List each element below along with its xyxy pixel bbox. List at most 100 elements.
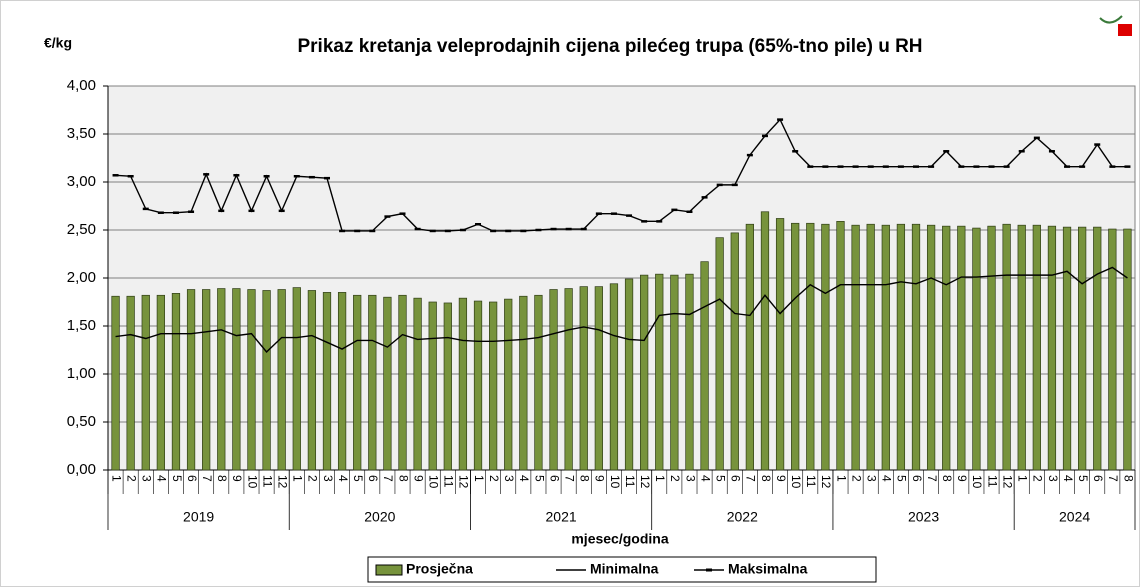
bar (1078, 226, 1087, 471)
bar (1002, 223, 1011, 471)
bar (987, 225, 996, 471)
x-axis-title: mjesec/godina (571, 531, 668, 547)
bar (368, 294, 377, 471)
x-tick-label: 2 (1031, 475, 1045, 482)
bar (730, 232, 739, 471)
x-tick-label: 7 (744, 475, 758, 482)
x-tick-label: 10 (608, 475, 622, 489)
legend-swatch (375, 564, 403, 576)
bar (111, 295, 120, 471)
x-tick-label: 8 (759, 475, 773, 482)
x-tick-label: 10 (970, 475, 984, 489)
x-tick-label: 7 (562, 475, 576, 482)
x-tick-label: 9 (774, 475, 788, 482)
bar (624, 278, 634, 471)
x-tick-label: 2 (849, 475, 863, 482)
x-tick-label: 11 (442, 475, 456, 488)
bar (322, 292, 332, 471)
x-tick-label: 4 (1061, 475, 1075, 482)
bar (775, 218, 785, 471)
chart-title: Prikaz kretanja veleprodajnih cijena pil… (297, 36, 922, 57)
x-tick-label: 5 (1076, 475, 1090, 482)
y-tick-label: 3,00 (67, 173, 96, 190)
x-tick-label: 1 (834, 475, 848, 482)
bar (458, 297, 468, 471)
x-tick-label: 12 (1000, 475, 1014, 489)
bar (383, 296, 392, 471)
x-tick-label: 7 (200, 475, 214, 482)
x-tick-label: 8 (215, 475, 229, 482)
legend-label: Maksimalna (728, 561, 808, 577)
bar (700, 261, 709, 471)
bar (836, 221, 845, 471)
x-tick-label: 6 (729, 475, 743, 482)
x-tick-label: 4 (698, 475, 712, 482)
x-tick-label: 7 (925, 475, 939, 482)
bar (141, 294, 150, 471)
bar (428, 301, 437, 471)
bar (1017, 224, 1026, 471)
bar (1093, 226, 1102, 471)
x-tick-label: 9 (955, 475, 969, 482)
line (115, 266, 1128, 353)
line (115, 118, 1128, 232)
bar (806, 222, 815, 471)
x-tick-label: 12 (457, 475, 471, 489)
group-label: 2019 (183, 509, 214, 525)
x-tick-label: 2 (124, 475, 138, 482)
bar (594, 286, 603, 471)
x-tick-label: 5 (713, 475, 727, 482)
bar (851, 224, 860, 471)
bar (715, 237, 724, 471)
x-tick-label: 6 (1091, 475, 1105, 482)
bar (745, 223, 755, 471)
x-tick-label: 11 (804, 475, 818, 488)
x-tick-label: 3 (321, 475, 335, 482)
bar (791, 222, 800, 471)
x-tick-label: 4 (336, 475, 350, 482)
bar (1032, 224, 1041, 471)
y-axis-title: €/kg (44, 35, 72, 51)
x-tick-label: 5 (351, 475, 365, 482)
bar (247, 289, 256, 471)
bar (353, 294, 362, 471)
bar (670, 274, 679, 471)
bar (443, 302, 452, 471)
x-tick-label: 3 (865, 475, 879, 482)
x-tick-label: 6 (910, 475, 924, 482)
bar (972, 227, 981, 471)
group-label: 2022 (727, 509, 758, 525)
bar (504, 298, 513, 471)
bar (277, 289, 286, 471)
x-tick-label: 1 (1016, 475, 1030, 482)
bar (564, 288, 573, 471)
bar (957, 225, 966, 471)
x-tick-label: 10 (245, 475, 259, 489)
bar (186, 289, 196, 471)
x-tick-label: 3 (140, 475, 154, 482)
bar (473, 300, 483, 471)
x-tick-label: 6 (547, 475, 561, 482)
bar (549, 289, 558, 471)
x-tick-label: 4 (517, 475, 531, 482)
bar (307, 290, 317, 471)
x-tick-label: 8 (396, 475, 410, 482)
x-tick-label: 6 (366, 475, 380, 482)
x-tick-label: 4 (155, 475, 169, 482)
x-tick-label: 5 (895, 475, 909, 482)
bar (488, 301, 498, 471)
bar (262, 290, 271, 471)
x-tick-label: 11 (260, 475, 274, 488)
x-tick-label: 1 (109, 475, 123, 482)
bar (398, 294, 407, 471)
x-tick-label: 3 (502, 475, 516, 482)
x-tick-label: 10 (789, 475, 803, 489)
bar (232, 288, 241, 471)
y-tick-label: 0,50 (67, 413, 96, 430)
x-tick-label: 10 (427, 475, 441, 489)
bar (202, 289, 211, 471)
x-tick-label: 7 (1106, 475, 1120, 482)
x-tick-label: 8 (578, 475, 592, 482)
x-tick-label: 5 (170, 475, 184, 482)
